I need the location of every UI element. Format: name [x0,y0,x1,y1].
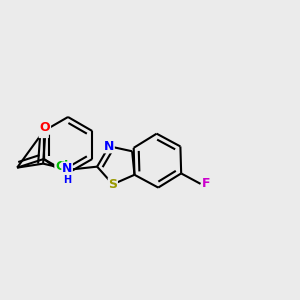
Text: N: N [104,140,114,153]
Text: S: S [39,124,48,137]
Text: S: S [108,178,117,191]
Text: N: N [62,162,72,175]
Text: Cl: Cl [55,160,68,173]
Text: H: H [63,175,71,185]
Text: O: O [40,121,50,134]
Text: F: F [202,177,211,190]
